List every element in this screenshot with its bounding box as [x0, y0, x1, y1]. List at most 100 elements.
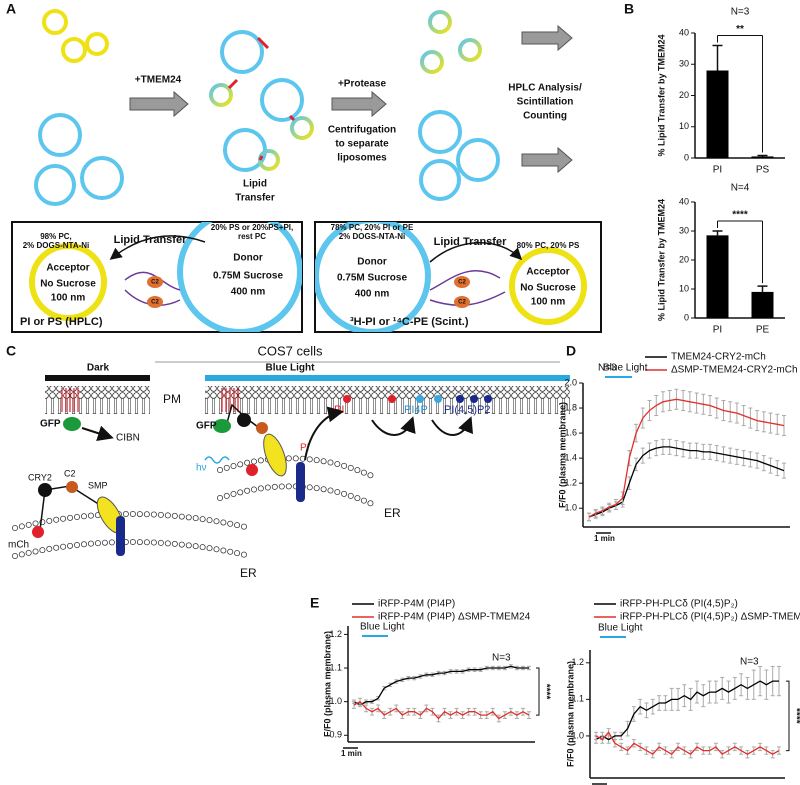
- arrow-label: Lipid Transfer: [114, 234, 187, 246]
- x-tick-label: PI: [713, 325, 722, 336]
- lipid-marks: [484, 395, 492, 403]
- tmem24: [116, 516, 125, 556]
- y-tick-label: 30: [679, 225, 689, 235]
- liposome-label: Acceptor: [46, 263, 89, 274]
- liposome-label: 0.75M Sucrose: [213, 271, 283, 282]
- lipid-label: 2% DOGS-NTA-Ni: [23, 241, 90, 250]
- panel-label: C: [6, 343, 16, 359]
- tmem24: [237, 413, 251, 427]
- liposome-donor: [456, 138, 500, 182]
- domain-label: C2: [458, 300, 466, 306]
- arrow: [304, 406, 344, 461]
- series-line: [353, 665, 529, 706]
- assay-box: [429, 242, 523, 263]
- bracket: [786, 680, 790, 752]
- assay-box: Lipid Transfer 98% PC, 2% DOGS-NTA-Ni 20…: [11, 221, 303, 333]
- y-axis-label: F/F0 (plasma membrane): [322, 631, 332, 737]
- lipid-label: 80% PC, 20% PS: [517, 241, 580, 250]
- arrow: [304, 406, 473, 461]
- protein-label: CIBN: [116, 433, 140, 444]
- tmem24: [32, 526, 44, 538]
- y-tick-label: 1.1: [571, 694, 584, 704]
- tmem24: [38, 483, 52, 497]
- arrow-label: Lipid Transfer: [434, 236, 507, 248]
- liposome-label: 400 nm: [231, 287, 266, 298]
- liposome-label: 100 nm: [51, 293, 86, 304]
- lipid-label: PI: [300, 443, 309, 454]
- tether: [258, 155, 264, 161]
- y-tick-label: 1.0: [571, 730, 584, 740]
- legend-label: iRFP-P4M (PI4P): [378, 599, 455, 610]
- membrane-label: ER: [240, 566, 257, 580]
- step-label: +TMEM24: [135, 75, 182, 86]
- y-tick-label: 20: [679, 90, 689, 100]
- step-label: liposomes: [337, 153, 387, 164]
- series-line: [595, 680, 779, 741]
- tether: [227, 78, 239, 90]
- domain-label: C2: [458, 280, 466, 286]
- bar: [706, 235, 729, 318]
- arrow: [371, 416, 416, 436]
- tmem24: [224, 403, 263, 431]
- lipid-label: PI4P: [404, 404, 428, 416]
- x-tick-label: PI: [713, 165, 722, 176]
- liposome-donor: [80, 156, 124, 200]
- liposome-donor: [419, 159, 461, 201]
- light-label: Blue Light: [603, 363, 648, 374]
- liposome-mixed: [290, 116, 314, 140]
- series-line: [353, 700, 530, 720]
- y-axis-label: % Lipid Transfer by TMEM24: [656, 199, 666, 321]
- assay-box: [147, 296, 163, 308]
- lipid-label: 78% PC, 20% PI or PE: [331, 223, 414, 232]
- y-tick-label: 1.0: [564, 503, 577, 513]
- assay-box: Lipid Transfer 78% PC, 20% PI or PE 2% D…: [314, 221, 602, 333]
- legend-label: iRFP-PH-PLCδ (PI(4,5)P₂): [620, 599, 738, 610]
- x-tick-label: PE: [756, 325, 770, 336]
- tmem24: [213, 419, 231, 433]
- liposome-acceptor: [61, 37, 87, 63]
- y-tick-label: 40: [679, 196, 689, 206]
- panel-label: A: [6, 1, 16, 17]
- condition-label: Blue Light: [266, 363, 316, 374]
- membrane: [205, 386, 570, 414]
- lipid-marks: [470, 395, 478, 403]
- bar: [706, 70, 729, 158]
- step-label: Counting: [523, 111, 567, 122]
- liposome-label: No Sucrose: [520, 283, 576, 294]
- tmem24: [39, 485, 101, 531]
- assay-box: [109, 235, 206, 260]
- series-line: [595, 731, 780, 756]
- legend-label: ΔSMP-TMEM24-CRY2-mCh: [671, 365, 798, 376]
- significance: ****: [790, 708, 800, 724]
- assay-box: [454, 276, 470, 288]
- tmem24: [296, 462, 305, 502]
- membrane-label: PM: [163, 392, 181, 406]
- panel-label: B: [624, 1, 634, 17]
- liposome-label: Acceptor: [526, 267, 569, 278]
- assay-box: [315, 222, 431, 332]
- chart-title: N=4: [731, 183, 750, 194]
- y-tick-label: 10: [679, 121, 689, 131]
- process-arrow: [331, 90, 387, 118]
- domain-label: C2: [151, 280, 159, 286]
- liposome-label: No Sucrose: [40, 279, 96, 290]
- liposome-label: 0.75M Sucrose: [337, 273, 407, 284]
- liposome-donor: [418, 110, 462, 154]
- condition-bar: [205, 375, 570, 381]
- er-membrane: [12, 511, 253, 531]
- n-label: N=3: [492, 653, 511, 664]
- y-tick-label: 30: [679, 59, 689, 69]
- lipid-marks: [456, 395, 464, 403]
- assay-box: [315, 222, 431, 332]
- er-membrane: [217, 456, 375, 479]
- liposome-mixed: [209, 83, 233, 107]
- process-arrow: [129, 24, 573, 174]
- domain-label: C2: [151, 300, 159, 306]
- membrane: [45, 386, 150, 414]
- process-arrow: [129, 90, 189, 118]
- er-membrane: [12, 539, 253, 559]
- arrow: [81, 425, 114, 441]
- bar: [751, 291, 774, 318]
- y-tick-label: 1.6: [564, 427, 577, 437]
- liposome-mixed: [420, 50, 444, 74]
